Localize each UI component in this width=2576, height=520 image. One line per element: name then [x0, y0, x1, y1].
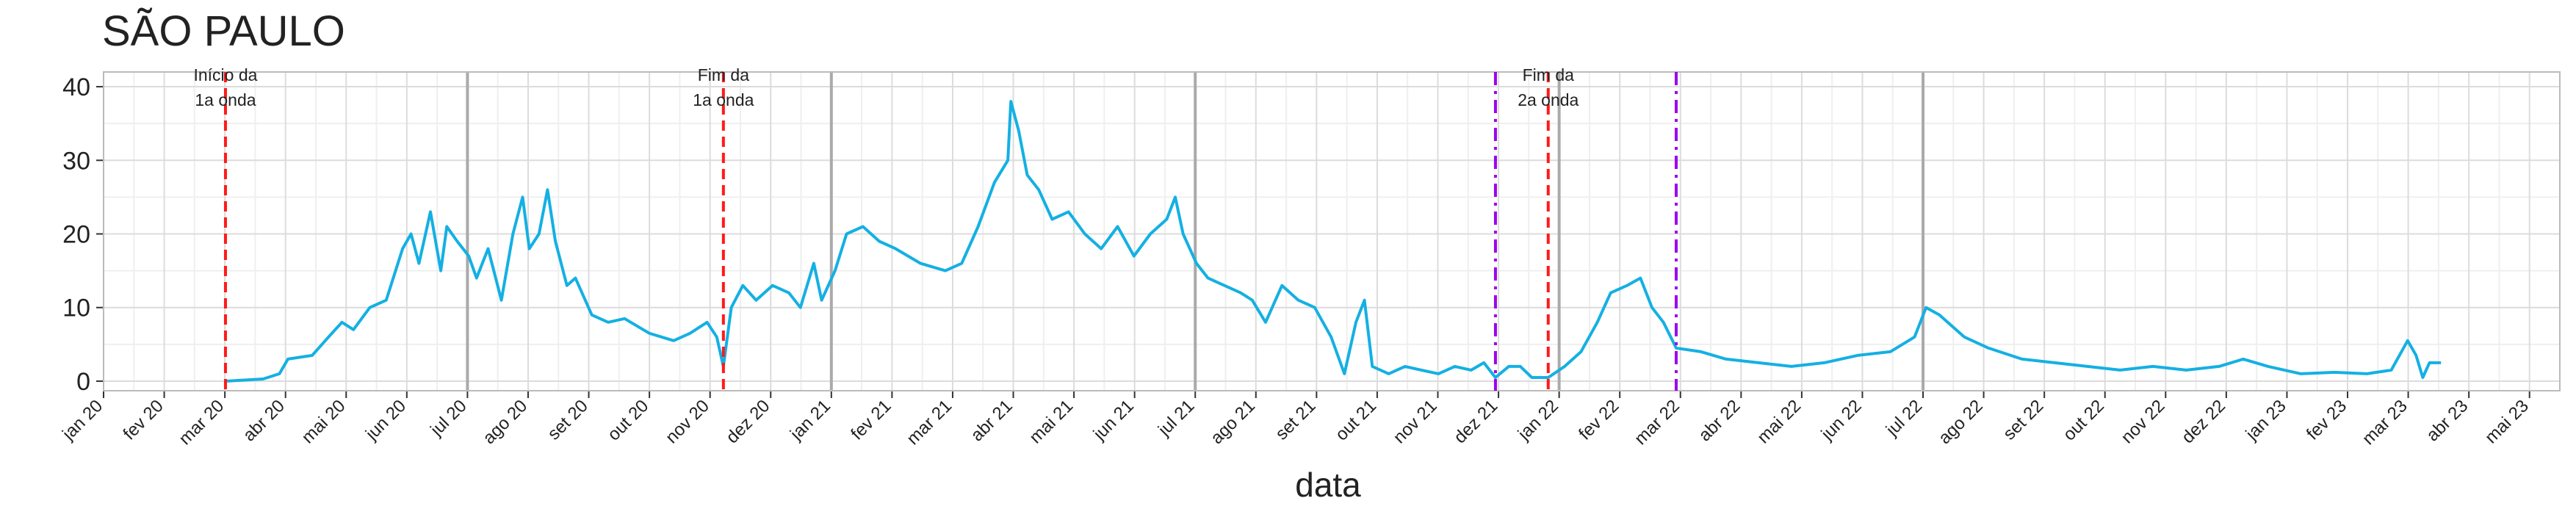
y-tick-label: 0	[76, 368, 90, 396]
chart-title: SÃO PAULO	[102, 7, 345, 55]
annotation: 2a onda	[1518, 90, 1579, 109]
series-line	[225, 100, 2442, 383]
x-axis-label: data	[1295, 466, 1361, 504]
plot-frame	[103, 71, 2561, 391]
annotation: Início da	[193, 65, 257, 84]
annotation: Fim da	[698, 65, 750, 84]
y-tick-label: 10	[62, 295, 90, 322]
y-tick-label: 40	[62, 73, 90, 101]
y-tick-label: 30	[62, 147, 90, 175]
annotation: 1a onda	[195, 90, 256, 109]
annotation: 1a onda	[693, 90, 754, 109]
y-tick-label: 20	[62, 221, 90, 249]
annotation: Fim da	[1523, 65, 1575, 84]
